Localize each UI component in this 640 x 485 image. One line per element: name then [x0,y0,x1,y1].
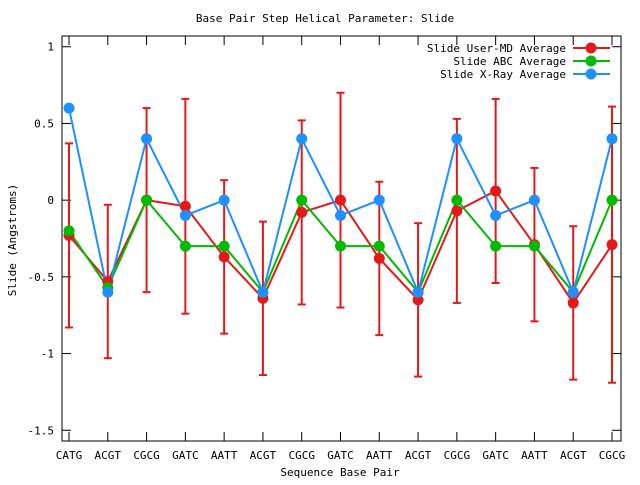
data-point-series-2 [490,209,502,221]
x-tick-label: CGCG [288,449,315,462]
plot-border [61,35,622,442]
data-point-series-2 [451,133,463,145]
data-point-series-2 [567,286,579,298]
x-tick-label: CATG [56,449,83,462]
data-point-series-2 [102,286,114,298]
legend-label: Slide ABC Average [453,55,566,68]
data-point-series-2 [63,102,75,114]
x-axis-ticks: CATG ACGT CGCG GATC AATT ACGT CGCG GATC AATT ACGT… [56,36,626,462]
plot-frame [61,35,622,442]
legend-marker [585,42,597,54]
data-point-series-2 [296,133,308,145]
data-point-series-0 [412,294,424,306]
y-axis-ticks: -1.5 -1 -0.5 0 0.5 1 [28,41,621,437]
data-point-series-2 [528,194,540,206]
data-point-series-1 [63,225,75,237]
x-tick-label: ACGT [405,449,432,462]
x-tick-label: AATT [211,449,238,462]
y-tick-label: -1.5 [28,424,55,437]
legend-marker [585,55,597,67]
data-point-series-0 [296,206,308,218]
data-point-series-0 [373,252,385,264]
legend-label: Slide X-Ray Average [440,68,566,81]
data-point-series-2 [141,133,153,145]
x-tick-label: GATC [172,449,199,462]
data-point-series-0 [179,200,191,212]
data-point-series-0 [218,251,230,263]
x-tick-label: ACGT [95,449,122,462]
x-tick-label: CGCG [599,449,626,462]
data-point-series-1 [373,240,385,252]
data-point-series-1 [335,240,346,252]
y-tick-label: -0.5 [28,271,55,284]
data-point-series-2 [606,133,618,145]
data-point-series-1 [451,194,463,206]
x-tick-label: AATT [366,449,393,462]
y-tick-label: 1 [47,41,54,54]
y-tick-label: -1 [41,348,54,361]
x-tick-label: CGCG [444,449,471,462]
x-tick-label: ACGT [250,449,277,462]
data-point-series-2 [179,209,191,221]
data-point-series-1 [528,240,540,252]
x-tick-label: AATT [521,449,548,462]
y-tick-label: 0 [47,194,54,207]
data-point-series-1 [141,194,153,206]
series-points [63,102,618,309]
data-point-series-2 [412,286,424,298]
chart-title: Base Pair Step Helical Parameter: Slide [196,12,454,25]
data-point-series-0 [451,205,463,217]
data-point-series-2 [373,194,385,206]
data-point-series-0 [567,297,579,309]
data-point-series-0 [606,239,618,251]
legend-label: Slide User-MD Average [427,42,566,55]
x-tick-label: ACGT [560,449,587,462]
data-point-series-2 [218,194,230,206]
y-tick-label: 0.5 [34,117,54,130]
data-point-series-2 [257,286,269,298]
legend-marker [585,68,597,80]
y-axis-label: Slide (Angstroms) [6,184,19,297]
x-tick-label: GATC [482,449,509,462]
data-point-series-0 [490,185,502,197]
x-tick-label: CGCG [133,449,160,462]
data-point-series-1 [490,240,502,252]
data-point-series-1 [606,194,618,206]
x-axis-label: Sequence Base Pair [280,466,400,479]
data-point-series-1 [296,194,308,206]
data-point-series-1 [218,240,230,252]
x-tick-label: GATC [327,449,354,462]
data-point-series-0 [335,194,346,206]
data-point-series-2 [335,209,346,221]
data-point-series-1 [179,240,191,252]
